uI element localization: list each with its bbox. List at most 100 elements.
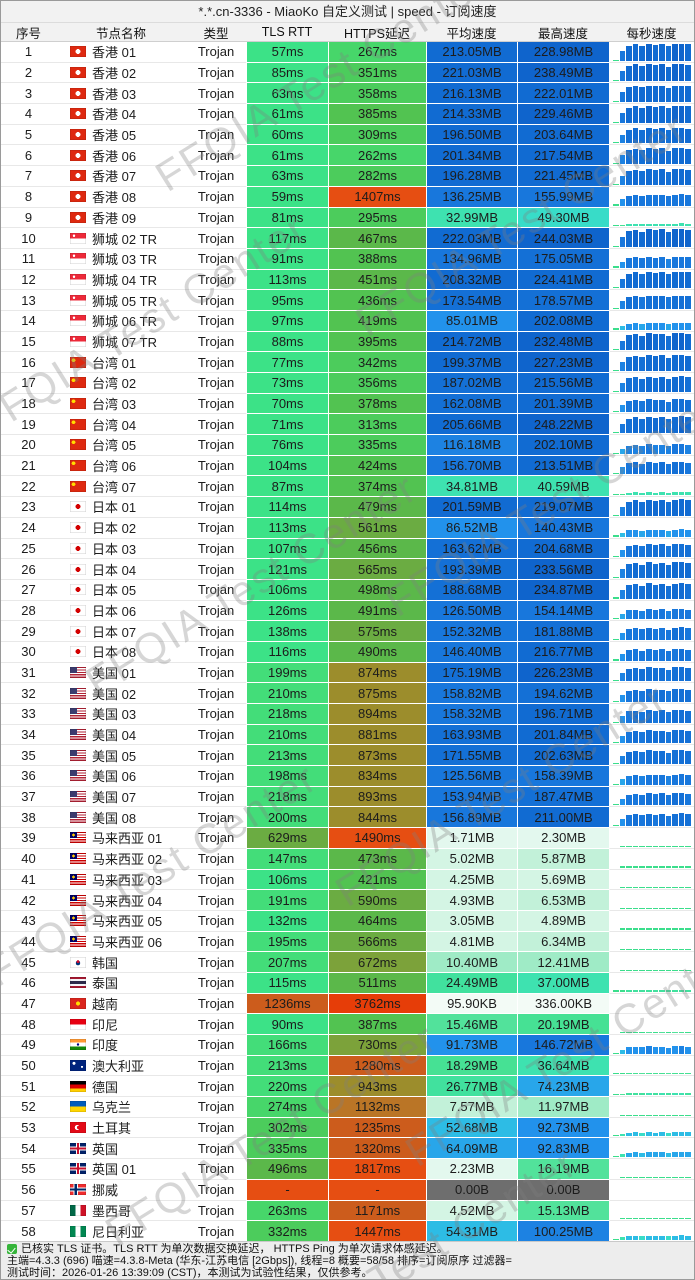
https-latency-cell: 575ms — [328, 621, 426, 642]
spark-bar — [613, 824, 619, 827]
per-second-speed-sparkline — [609, 890, 694, 911]
spark-bar — [613, 804, 619, 806]
spark-bar — [678, 1218, 685, 1220]
spark-bar — [626, 129, 632, 144]
spark-bar — [685, 887, 691, 889]
node-name: 马来西亚 01 — [92, 831, 163, 847]
spark-bar — [639, 610, 645, 620]
tls-rtt-cell: 213ms — [246, 1055, 328, 1077]
node-type: Trojan — [186, 414, 246, 436]
node-type: Trojan — [186, 683, 246, 704]
spark-bar — [678, 1072, 685, 1075]
https-latency-cell: 473ms — [328, 848, 426, 870]
node-name-cell: 狮城 04 TR — [56, 270, 186, 291]
avg-speed-cell: 125.56MB — [426, 766, 517, 787]
spark-bar — [613, 990, 619, 992]
spark-bar — [665, 297, 672, 309]
spark-bar — [685, 257, 691, 268]
avg-speed-cell: 0.00B — [426, 1179, 517, 1201]
my-flag-icon — [70, 832, 86, 844]
spark-bar — [645, 63, 652, 82]
spark-bar — [659, 609, 665, 620]
spark-bar — [652, 584, 659, 599]
spark-bar — [619, 278, 626, 289]
table-row: 33 美国 03 Trojan 218ms 894ms 158.32MB 196.71MB — [1, 704, 694, 725]
row-number: 39 — [1, 828, 56, 849]
spark-bar — [626, 731, 632, 744]
spark-bar — [665, 231, 672, 247]
spark-bar — [632, 1093, 639, 1096]
spark-bar — [645, 1092, 652, 1096]
node-type: Trojan — [186, 580, 246, 601]
spark-bar — [632, 500, 639, 516]
max-speed-cell: 74.23MB — [517, 1076, 609, 1098]
per-second-speed-sparkline — [609, 207, 694, 229]
spark-bar — [645, 229, 652, 247]
per-second-speed-sparkline — [609, 476, 694, 498]
table-row: 39 马来西亚 01 Trojan 629ms 1490ms 1.71MB 2.30MB — [1, 828, 694, 849]
spark-bar — [626, 1236, 632, 1240]
spark-bar — [652, 668, 659, 682]
tls-rtt-cell: 97ms — [246, 310, 328, 332]
node-name: 台湾 01 — [92, 355, 137, 371]
per-second-speed-sparkline — [609, 124, 694, 146]
tls-rtt-cell: 302ms — [246, 1117, 328, 1139]
de-flag-icon — [70, 1080, 86, 1092]
table-row: 43 马来西亚 05 Trojan 132ms 464ms 3.05MB 4.89MB — [1, 910, 694, 932]
avg-speed-cell: 214.72MB — [426, 331, 517, 353]
node-type: Trojan — [186, 1138, 246, 1160]
spark-bar — [659, 322, 665, 330]
max-speed-cell: 49.30MB — [517, 207, 609, 229]
per-second-speed-sparkline — [609, 1138, 694, 1160]
node-name: 美国 03 — [92, 707, 137, 723]
node-name-cell: 马来西亚 01 — [56, 828, 186, 849]
spark-bar — [619, 1176, 626, 1178]
spark-bar — [632, 845, 639, 847]
node-name-cell: 台湾 03 — [56, 394, 186, 415]
spark-bar — [613, 700, 619, 702]
spark-bar — [639, 297, 645, 309]
tls-rtt-cell: 274ms — [246, 1097, 328, 1118]
per-second-speed-sparkline — [609, 745, 694, 767]
per-second-speed-sparkline — [609, 993, 694, 1015]
row-number: 9 — [1, 208, 56, 229]
node-type: Trojan — [186, 518, 246, 539]
node-name: 日本 07 — [92, 624, 137, 640]
spark-bar — [685, 500, 691, 516]
table-row: 11 狮城 03 TR Trojan 91ms 388ms 134.96MB 175.05M… — [1, 248, 694, 270]
spark-bar — [645, 416, 652, 434]
node-name-cell: 土耳其 — [56, 1118, 186, 1139]
spark-bar — [678, 709, 685, 723]
spark-bar — [672, 333, 678, 351]
per-second-speed-sparkline — [609, 952, 694, 973]
spark-bar — [613, 307, 619, 309]
max-speed-cell: 224.41MB — [517, 269, 609, 291]
tls-rtt-cell: 106ms — [246, 869, 328, 891]
spark-bar — [678, 105, 685, 123]
spark-bar — [659, 257, 665, 268]
spark-bar — [665, 1031, 672, 1033]
spark-bar — [619, 613, 626, 620]
spark-bar — [639, 1236, 645, 1240]
node-name: 澳大利亚 — [92, 1059, 145, 1075]
avg-speed-cell: 163.93MB — [426, 724, 517, 746]
https-latency-cell: 3762ms — [328, 993, 426, 1015]
per-second-speed-sparkline — [609, 724, 694, 746]
node-type: Trojan — [186, 42, 246, 63]
avg-speed-cell: 26.77MB — [426, 1076, 517, 1098]
spark-bar — [626, 690, 632, 702]
row-number: 32 — [1, 683, 56, 704]
spark-bar — [619, 756, 626, 765]
spark-bar — [665, 445, 672, 454]
col-header-index: 序号 — [15, 26, 41, 41]
spark-bar — [632, 1176, 639, 1178]
spark-bar — [685, 710, 691, 723]
spark-bar — [619, 928, 626, 930]
spark-bar — [685, 845, 691, 847]
node-name-cell: 日本 03 — [56, 539, 186, 560]
per-second-speed-sparkline — [609, 393, 694, 415]
spark-bar — [665, 46, 672, 61]
spark-bar — [645, 499, 652, 516]
table-row: 2 香港 02 Trojan 85ms 351ms 221.03MB 238.49MB — [1, 62, 694, 84]
spark-bar — [632, 949, 639, 951]
